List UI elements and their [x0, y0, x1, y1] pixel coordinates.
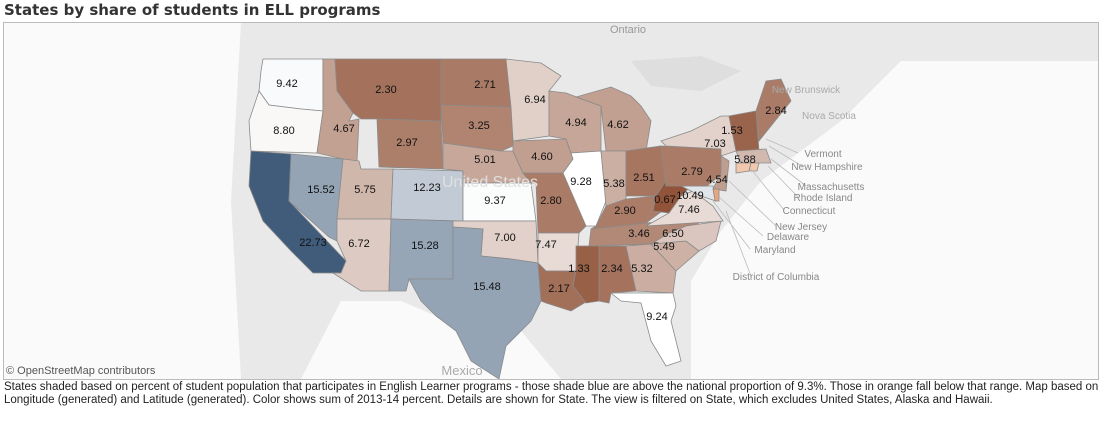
state-value-label: 5.32	[631, 263, 652, 275]
callout-leader	[765, 138, 799, 154]
state-value-label: 2.30	[375, 84, 396, 96]
state-value-label: 4.54	[706, 174, 727, 186]
state-value-label: 7.47	[535, 239, 556, 251]
state-value-label: 3.46	[628, 228, 649, 240]
basemap-label: United States	[442, 174, 538, 191]
state-value-label: 2.90	[614, 205, 635, 217]
attribution[interactable]: © OpenStreetMap contributors	[6, 365, 156, 377]
callout-leader	[768, 145, 803, 167]
state-value-label: 5.75	[354, 184, 375, 196]
state-value-label: 5.38	[603, 178, 624, 190]
state-nc	[650, 220, 722, 252]
state-value-label: 9.42	[276, 78, 297, 90]
state-value-label: 2.80	[540, 195, 561, 207]
state-value-label: 5.88	[734, 154, 755, 166]
state-value-label: 6.72	[348, 238, 369, 250]
callout-label: Connecticut	[783, 206, 836, 217]
state-value-label: 4.62	[607, 119, 628, 131]
state-value-label: 3.25	[468, 120, 489, 132]
callout-label: Maryland	[754, 245, 795, 256]
callout-leader	[767, 165, 799, 198]
basemap-label: Mexico	[441, 363, 482, 378]
callout-leader	[770, 158, 807, 187]
state-me	[755, 78, 792, 143]
state-value-label: 22.73	[299, 237, 327, 249]
basemap-label: New Brunswick	[772, 85, 841, 96]
caption: States shaded based on percent of studen…	[4, 381, 1099, 406]
callout-leader	[728, 180, 777, 227]
state-value-label: 4.60	[531, 151, 552, 163]
state-value-label: 7.00	[494, 232, 515, 244]
state-value-label: 1.53	[721, 125, 742, 137]
basemap-label: Ontario	[610, 24, 646, 36]
callout-label: Delaware	[767, 232, 810, 243]
map-view[interactable]: Ontario Mexico United States Nova Scotia New…	[3, 22, 1099, 380]
state-value-label: 0.67	[654, 194, 675, 206]
state-value-label: 12.23	[413, 182, 441, 194]
state-value-label: 2.79	[681, 166, 702, 178]
state-value-label: 15.48	[473, 281, 501, 293]
state-value-label: 4.94	[565, 117, 586, 129]
state-value-label: 4.67	[333, 123, 354, 135]
state-value-label: 9.24	[646, 311, 667, 323]
state-sd	[440, 104, 514, 152]
state-value-label: 15.28	[411, 240, 439, 252]
state-value-label: 5.01	[474, 154, 495, 166]
state-nv	[288, 153, 344, 242]
callout-label: Vermont	[804, 149, 841, 160]
state-ma	[735, 148, 772, 164]
state-value-label: 2.97	[396, 137, 417, 149]
state-value-label: 1.33	[568, 263, 589, 275]
state-md	[680, 185, 717, 202]
state-value-label: 2.17	[548, 283, 569, 295]
chart-title: States by share of students in ELL progr…	[4, 1, 381, 19]
callout-label: Rhode Island	[794, 193, 853, 204]
callout-leader	[718, 196, 764, 237]
state-value-label: 5.49	[653, 241, 674, 253]
basemap-label: Nova Scotia	[802, 111, 856, 122]
state-value-label: 2.84	[765, 105, 786, 117]
state-value-label: 15.52	[307, 184, 335, 196]
callout-label: New Hampshire	[791, 162, 863, 173]
state-value-label: 9.28	[570, 176, 591, 188]
callout-label: Massachusetts	[798, 182, 865, 193]
state-value-label: 2.34	[601, 263, 622, 275]
state-value-label: 7.03	[704, 138, 725, 150]
state-tx	[408, 226, 542, 379]
callout-leader	[725, 210, 752, 277]
callout-label: New Jersey	[775, 222, 827, 233]
callout-leader	[750, 168, 785, 211]
state-value-label: 6.94	[524, 94, 545, 106]
land-area	[631, 56, 741, 91]
state-value-label: 7.46	[678, 204, 699, 216]
callout-label: District of Columbia	[733, 272, 820, 283]
state-ky	[590, 195, 670, 230]
state-value-label: 2.71	[474, 79, 495, 91]
state-value-label: 10.49	[676, 190, 704, 202]
state-value-label: 6.50	[662, 228, 683, 240]
state-nj	[712, 155, 730, 192]
state-ga	[625, 243, 677, 294]
state-value-label: 8.80	[273, 125, 294, 137]
state-value-label: 2.51	[633, 172, 654, 184]
state-de	[712, 188, 720, 202]
state-fl	[609, 292, 682, 367]
state-value-label: 9.37	[484, 195, 505, 207]
map-canvas[interactable]: Ontario Mexico United States Nova Scotia New…	[4, 23, 1098, 379]
